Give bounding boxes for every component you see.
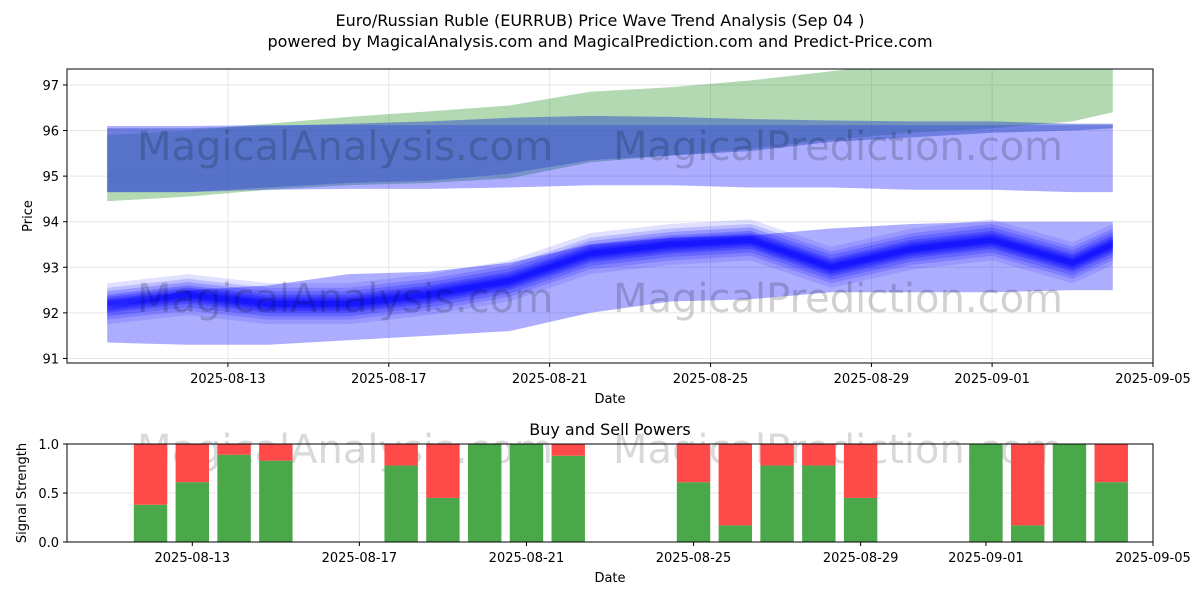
y-tick-label: 92 (42, 307, 59, 322)
sell-bar (175, 444, 210, 483)
watermark-text: MagicalPrediction.com (613, 276, 1063, 322)
x-axis-label: Date (594, 571, 625, 586)
price-chart: MagicalAnalysis.com MagicalPrediction.com… (21, 68, 1191, 407)
x-tick-label: 2025-08-13 (190, 372, 266, 387)
sell-bar (718, 444, 753, 526)
x-tick-label: 2025-09-01 (948, 551, 1024, 566)
sell-bar (426, 444, 460, 498)
sell-bar (1010, 444, 1045, 526)
wave-band (107, 237, 1113, 307)
buy-bar (843, 497, 878, 542)
y-tick-label: 91 (42, 352, 59, 367)
lower-blue-band (107, 221, 1113, 345)
buy-bar (551, 455, 585, 542)
signal-chart: MagicalAnalysis.com MagicalPrediction.com… (15, 420, 1191, 586)
chart-title-line1: Euro/Russian Ruble (EURRUB) Price Wave T… (336, 11, 865, 30)
wave-band (107, 233, 1113, 311)
buy-bar (217, 454, 251, 542)
y-tick-label: 93 (42, 261, 59, 276)
watermark-text: MagicalAnalysis.com (137, 124, 553, 170)
sell-bar (217, 444, 251, 455)
wave-band (107, 224, 1113, 320)
x-tick-label: 2025-09-01 (954, 372, 1030, 387)
wave-band (107, 230, 1113, 313)
y-tick-label: 1.0 (38, 438, 59, 453)
buy-bar (259, 460, 293, 542)
y-tick-label: 95 (42, 170, 59, 185)
x-tick-label: 2025-08-25 (656, 551, 732, 566)
buy-bar (467, 444, 502, 542)
dark-blue-band (107, 115, 1113, 193)
chart-title-line2: powered by MagicalAnalysis.com and Magic… (267, 32, 932, 51)
sell-bar (802, 444, 836, 466)
sell-bar (1094, 444, 1128, 483)
buy-bar (676, 482, 711, 542)
y-axis-label: Signal Strength (15, 443, 30, 543)
x-tick-label: 2025-08-25 (673, 372, 749, 387)
wave-band (107, 235, 1113, 309)
buy-bar (133, 504, 168, 542)
buy-bar (760, 465, 794, 542)
buy-bar (1094, 482, 1128, 542)
x-tick-label: 2025-08-13 (155, 551, 231, 566)
buy-bar (509, 444, 544, 542)
sell-bar (551, 444, 585, 456)
wave-band (107, 219, 1113, 325)
buy-bar (1010, 525, 1045, 542)
y-tick-label: 97 (42, 79, 59, 94)
y-tick-label: 0.5 (38, 487, 59, 502)
subplot-title: Buy and Sell Powers (529, 420, 691, 439)
x-tick-label: 2025-08-17 (322, 551, 398, 566)
sell-bar (259, 444, 293, 461)
sell-bar (676, 444, 711, 483)
watermark-text: MagicalPrediction.com (613, 124, 1063, 170)
x-tick-label: 2025-08-17 (351, 372, 427, 387)
watermark-text: MagicalAnalysis.com (137, 276, 553, 322)
sell-bar (384, 444, 418, 466)
x-tick-label: 2025-09-05 (1115, 372, 1191, 387)
y-tick-label: 96 (42, 125, 59, 140)
y-axis-label: Price (21, 200, 36, 232)
x-tick-label: 2025-08-29 (823, 551, 899, 566)
buy-bar (1052, 444, 1087, 542)
y-tick-label: 94 (42, 216, 59, 231)
plot-frame (66, 68, 1154, 364)
buy-bar (718, 525, 753, 542)
buy-bar (802, 465, 836, 542)
sell-bar (843, 444, 878, 498)
x-tick-label: 2025-08-29 (834, 372, 910, 387)
x-tick-label: 2025-09-05 (1115, 551, 1191, 566)
buy-bar (969, 444, 1003, 542)
sell-bar (760, 444, 794, 466)
sell-bar (133, 444, 168, 505)
bands (107, 69, 1113, 345)
y-tick-label: 0.0 (38, 536, 59, 551)
buy-bar (384, 465, 418, 542)
x-axis-label: Date (594, 392, 625, 407)
x-tick-label: 2025-08-21 (489, 551, 565, 566)
buy-bar (426, 497, 460, 542)
buy-bar (175, 482, 210, 542)
wave-band (107, 227, 1113, 317)
x-tick-label: 2025-08-21 (512, 372, 588, 387)
